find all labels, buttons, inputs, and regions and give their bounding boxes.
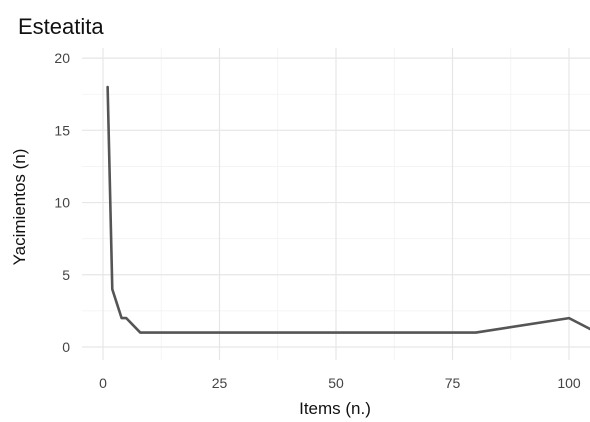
x-tick-label: 50 (328, 375, 344, 391)
x-tick-label: 100 (557, 375, 581, 391)
y-axis-title: Yacimientos (n) (10, 149, 29, 266)
y-tick-label: 20 (54, 50, 70, 66)
x-axis-title: Items (n.) (299, 399, 371, 418)
y-tick-label: 15 (54, 122, 70, 138)
y-tick-label: 0 (62, 339, 70, 355)
chart-title: Esteatita (18, 14, 104, 39)
x-tick-label: 25 (212, 375, 228, 391)
x-tick-labels: 0 25 50 75 100 (99, 375, 581, 391)
y-tick-labels: 0 5 10 15 20 (54, 50, 70, 355)
y-tick-label: 5 (62, 267, 70, 283)
y-tick-label: 10 (54, 195, 70, 211)
grid (82, 48, 590, 360)
series-line (106, 85, 590, 334)
x-tick-label: 0 (99, 375, 107, 391)
series-layer (106, 85, 590, 334)
x-tick-label: 75 (445, 375, 461, 391)
